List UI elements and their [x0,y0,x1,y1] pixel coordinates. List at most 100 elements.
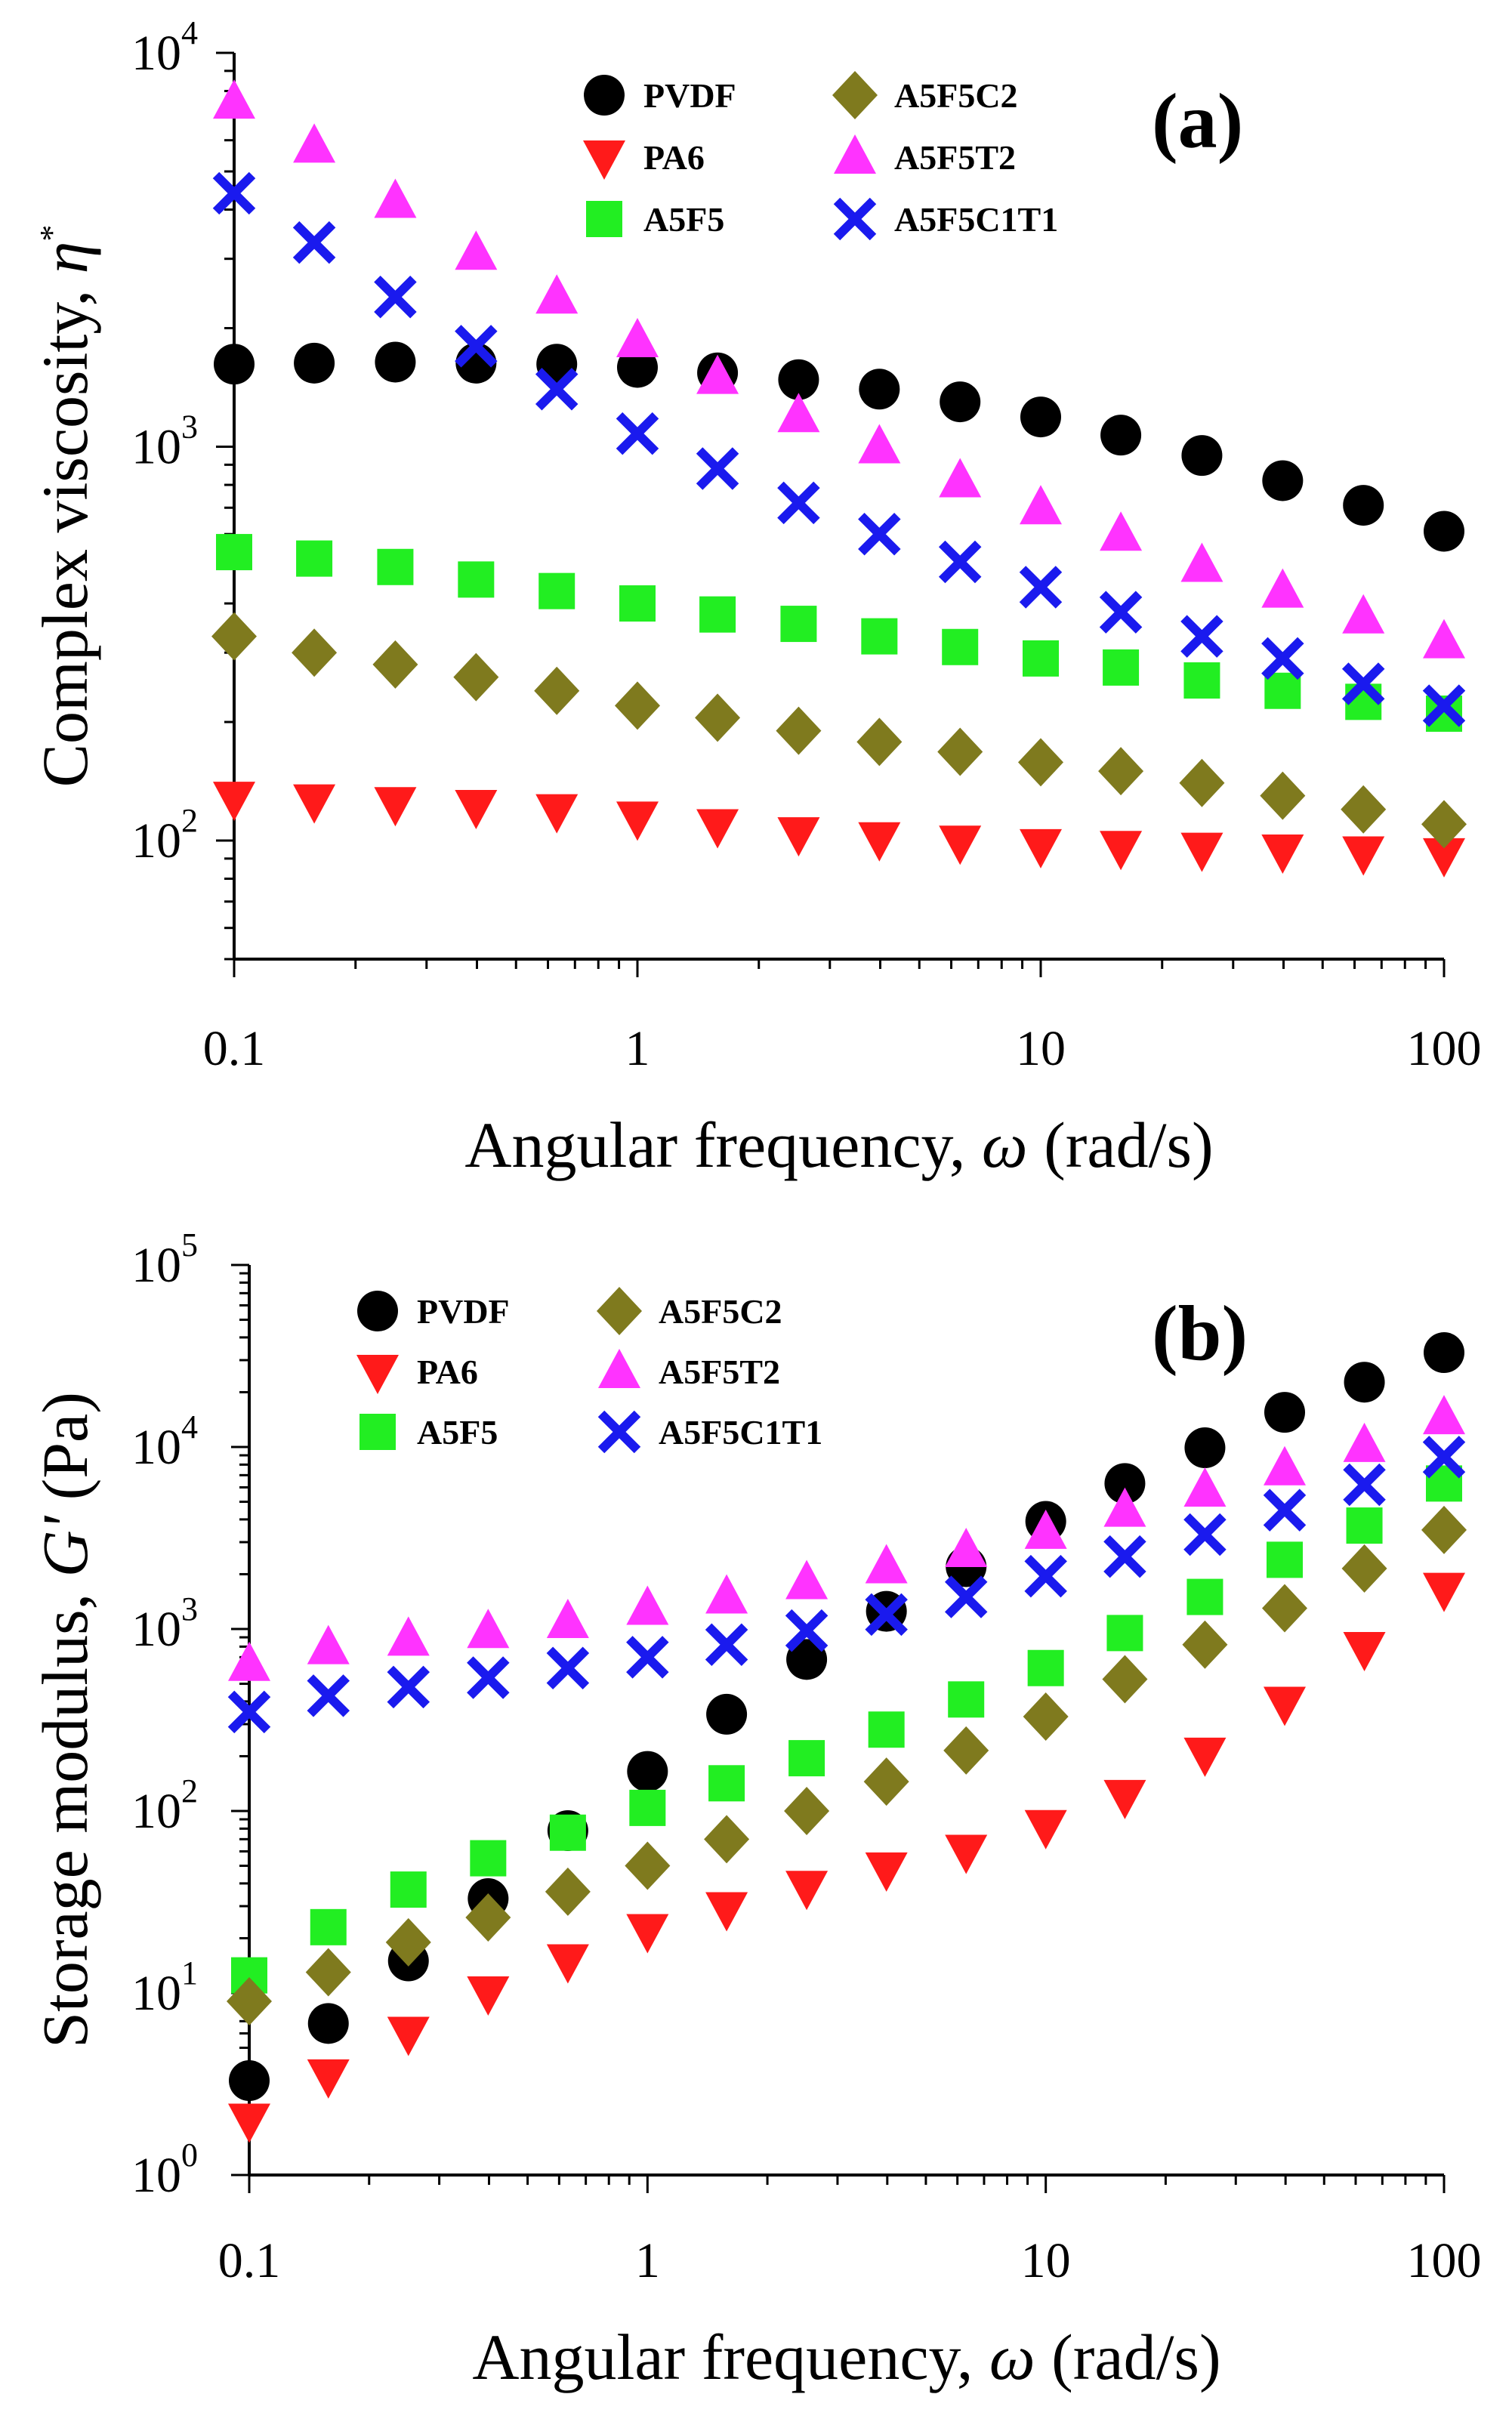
data-point-pa6 [1180,832,1223,872]
data-point-a5f5t2 [705,1574,748,1614]
y-tick-label: 103 [131,409,198,475]
data-point-a5f5c2 [625,1841,671,1890]
data-point-a5f5t2 [387,1616,430,1656]
x-axis-title: Angular frequency, ω (rad/s) [464,1109,1213,1181]
data-point-pvdf [1424,511,1464,552]
data-point-a5f5c2 [545,1867,591,1916]
data-point-a5f5c2 [856,717,903,767]
data-point-pa6 [455,789,498,829]
data-point-a5f5c1t1 [858,512,901,556]
data-point-a5f5c2 [385,1917,431,1967]
data-point-pa6 [865,1852,908,1892]
panel-b-storage-modulus-chart: 0.1 1 10 100 100 101 102 103 104 105 Angular frequ… [29,1226,1482,2393]
y-tick-label: 105 [131,1226,198,1293]
data-point-a5f5c1t1 [1183,1513,1227,1556]
data-point-a5f5c2 [1341,785,1387,834]
data-point-pvdf [214,344,255,385]
data-point-a5f5c1t1 [227,1690,271,1734]
y-tick-label: 104 [131,1408,198,1475]
data-point-a5f5c1t1 [387,1665,430,1709]
y-tick-label: 102 [131,1772,198,1839]
data-point-pa6 [858,822,901,862]
series-a5f5c1t1 [227,1436,1466,1734]
data-point-a5f5c1t1 [1024,1554,1067,1598]
data-point-pvdf [1100,415,1142,456]
data-point-pa6 [1264,1686,1307,1726]
legend-label-a5f5c2: A5F5C2 [894,76,1018,115]
panel-a-complex-viscosity-chart: 0.1 1 10 100 102 103 104 Angular frequency, ω (… [29,14,1482,1181]
legend-label-a5f5t2: A5F5T2 [659,1353,780,1391]
data-point-a5f5c1t1 [1422,1436,1466,1479]
data-point-a5f5 [699,596,736,633]
data-point-pa6 [228,2103,270,2143]
data-point-a5f5 [708,1765,745,1802]
data-point-pvdf [859,369,900,410]
data-point-a5f5c2 [1260,771,1306,820]
legend-label-a5f5c1t1: A5F5C1T1 [894,200,1058,239]
x-tick-label: 1 [635,2233,660,2288]
x-tick-label: 10 [1016,1021,1066,1076]
data-point-a5f5t2 [1423,619,1465,659]
data-point-a5f5 [1106,1615,1143,1652]
data-point-a5f5t2 [293,123,336,163]
legend-marker-a5f5t2 [598,1349,640,1388]
data-point-a5f5 [390,1871,427,1908]
data-point-a5f5c2 [453,653,499,702]
data-point-a5f5 [1027,1649,1064,1686]
x-tick-label: 0.1 [218,2233,281,2288]
data-point-pa6 [626,1914,669,1954]
data-point-a5f5c1t1 [455,325,498,368]
data-point-pvdf [1424,1332,1464,1374]
data-point-a5f5c2 [943,1726,989,1775]
legend-label-a5f5c1t1: A5F5C1T1 [659,1413,822,1452]
legend-marker-pvdf [584,75,625,116]
legend-label-a5f5t2: A5F5T2 [894,138,1016,177]
series-pvdf [229,1332,1464,2102]
data-point-a5f5 [1186,1578,1223,1615]
data-point-a5f5c2 [211,612,257,661]
data-point-a5f5 [310,1908,347,1945]
data-point-pa6 [616,801,659,841]
data-point-pvdf [706,1693,748,1735]
data-point-a5f5t2 [1343,1422,1386,1462]
data-point-a5f5c2 [1098,747,1144,796]
legend-marker-a5f5c2 [597,1287,642,1335]
data-point-a5f5c1t1 [785,1609,829,1652]
data-point-a5f5c2 [615,681,660,730]
data-point-pa6 [387,2016,430,2056]
x-tick-label: 10 [1021,2233,1071,2288]
data-point-a5f5c2 [1179,758,1225,807]
data-point-pvdf [1264,1392,1306,1433]
data-point-pa6 [535,794,579,834]
data-point-a5f5c2 [1421,800,1467,849]
y-axis-title: Complex viscosity, η* [29,225,101,788]
legend-marker-pa6 [583,140,625,180]
data-point-a5f5c1t1 [1341,662,1385,705]
data-point-pvdf [1184,1427,1226,1469]
data-point-pvdf [1181,435,1223,477]
data-point-a5f5c1t1 [705,1623,748,1667]
data-point-a5f5c1t1 [696,447,739,490]
data-point-pvdf [1020,396,1061,438]
panel-label: (b) [1152,1290,1248,1377]
data-point-a5f5c1t1 [1343,1463,1386,1507]
data-point-pa6 [1183,1737,1227,1777]
y-tick-label: 102 [131,802,198,868]
data-point-a5f5c1t1 [467,1656,510,1699]
data-point-pa6 [1261,835,1304,875]
data-point-a5f5c2 [937,727,983,776]
data-point-pa6 [1100,831,1143,871]
data-point-a5f5t2 [228,1641,270,1681]
data-point-pvdf [294,342,335,384]
series-pa6 [228,1572,1465,2143]
data-point-pvdf [627,1751,668,1792]
data-point-pvdf [940,381,981,423]
data-point-a5f5c1t1 [1099,591,1143,634]
data-point-a5f5t2 [535,274,579,314]
series-pvdf [214,341,1464,552]
data-point-a5f5c1t1 [1180,615,1223,658]
data-point-a5f5 [1103,649,1140,686]
legend-marker-a5f5c1t1 [833,197,877,241]
data-point-pa6 [1342,836,1385,876]
data-point-a5f5 [868,1711,905,1748]
